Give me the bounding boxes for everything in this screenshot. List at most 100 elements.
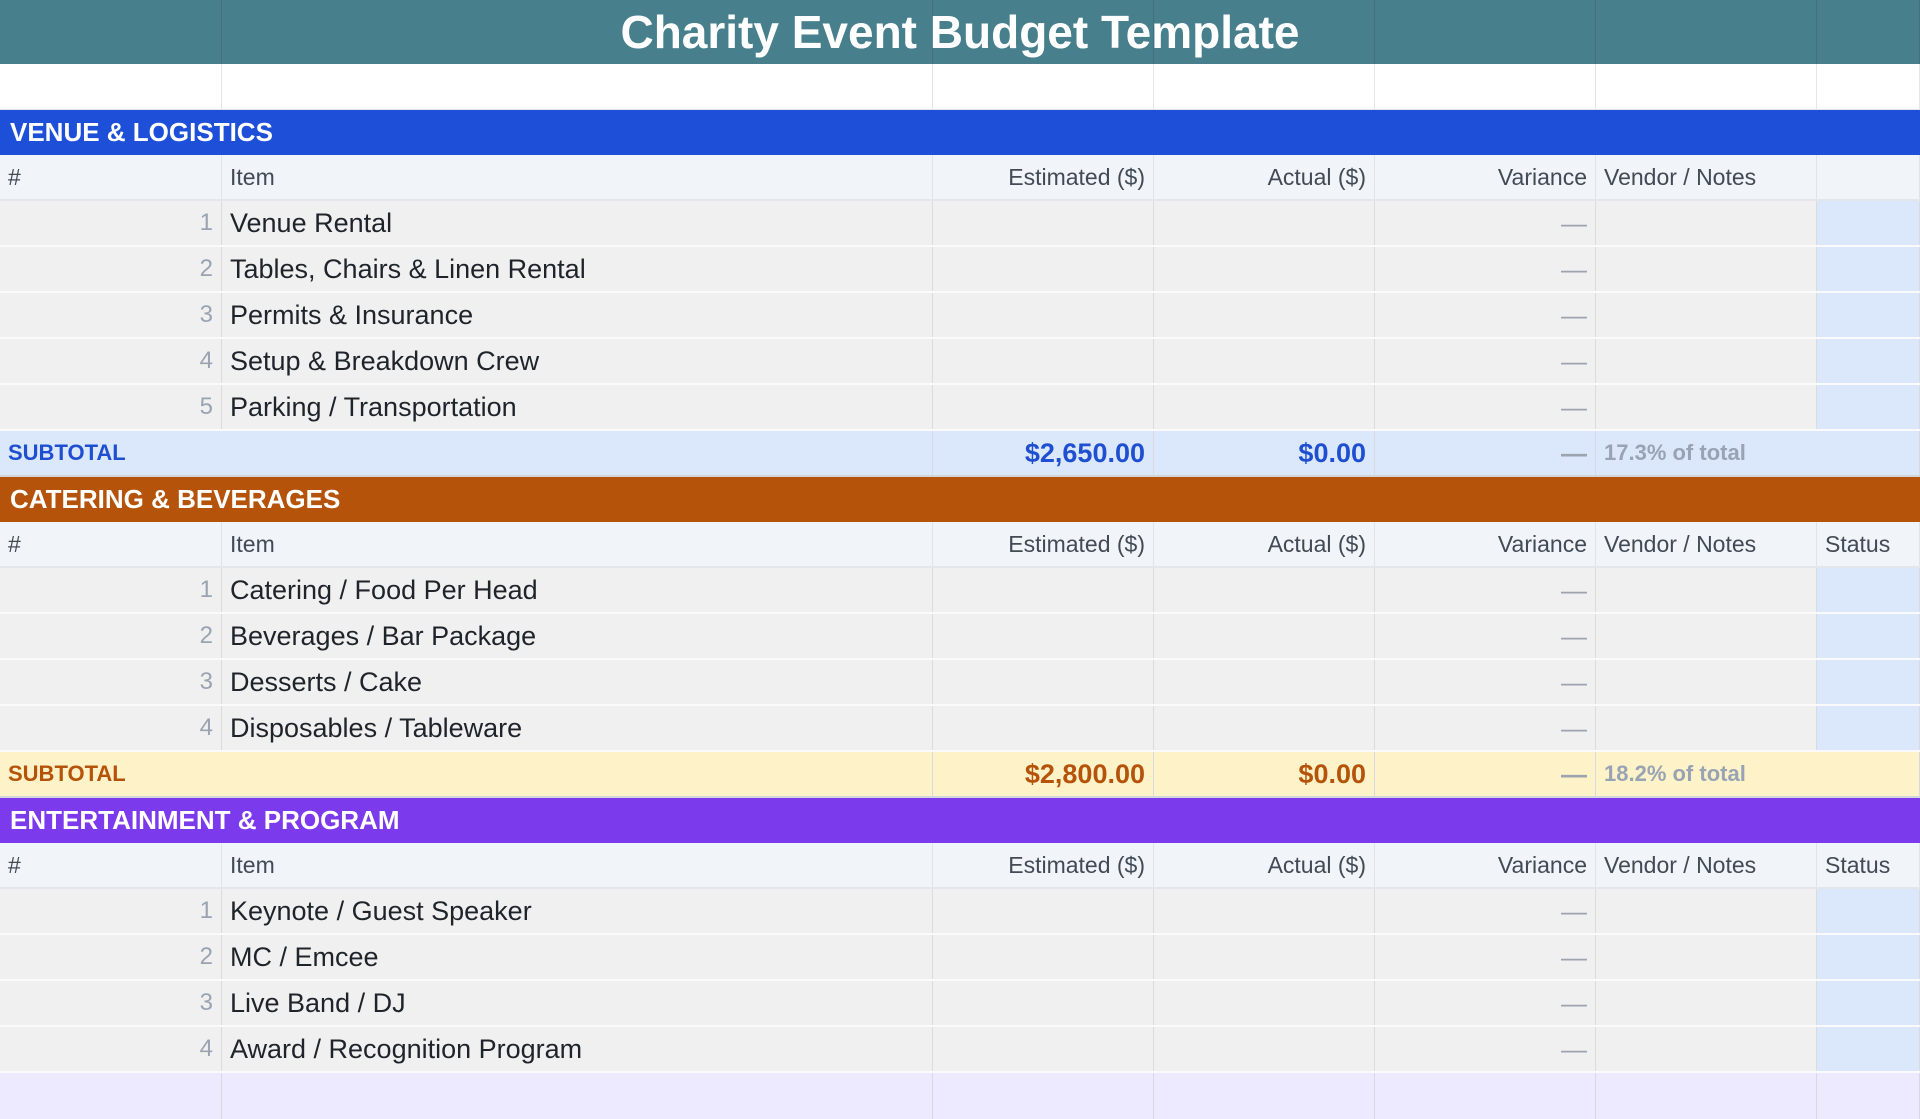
actual-cell[interactable] [1154, 889, 1375, 933]
column-header-actual[interactable]: Actual ($) [1154, 155, 1375, 199]
column-header-actual[interactable]: Actual ($) [1154, 843, 1375, 887]
column-header-notes[interactable]: Vendor / Notes [1596, 522, 1817, 566]
status-cell[interactable] [1817, 889, 1920, 933]
cell[interactable] [1817, 64, 1920, 109]
subtotal-percent[interactable]: 18.2% of total [1604, 761, 1746, 786]
column-header-item[interactable]: Item [222, 155, 933, 199]
column-header-num[interactable]: # [0, 843, 222, 887]
column-header-actual[interactable]: Actual ($) [1154, 522, 1375, 566]
status-cell[interactable] [1817, 385, 1920, 429]
notes-cell[interactable] [1596, 293, 1817, 337]
actual-cell[interactable] [1154, 660, 1375, 704]
item-name-cell[interactable]: Permits & Insurance [222, 293, 933, 337]
cell[interactable] [1154, 64, 1375, 109]
estimated-cell[interactable] [933, 660, 1154, 704]
variance-cell[interactable]: — [1375, 981, 1596, 1025]
cell[interactable] [1596, 64, 1817, 109]
row-number[interactable]: 2 [0, 247, 222, 291]
estimated-cell[interactable] [933, 935, 1154, 979]
variance-cell[interactable]: — [1375, 339, 1596, 383]
notes-cell[interactable] [1596, 247, 1817, 291]
column-header-item[interactable]: Item [222, 522, 933, 566]
cell[interactable] [0, 0, 222, 64]
item-name-cell[interactable]: Live Band / DJ [222, 981, 933, 1025]
notes-cell[interactable] [1596, 385, 1817, 429]
subtotal-label[interactable]: SUBTOTAL [8, 440, 126, 465]
column-header-status[interactable]: Status [1817, 843, 1920, 887]
item-name-cell[interactable]: Catering / Food Per Head [222, 568, 933, 612]
estimated-cell[interactable] [933, 385, 1154, 429]
subtotal-percent[interactable]: 17.3% of total [1604, 440, 1746, 465]
notes-cell[interactable] [1596, 935, 1817, 979]
variance-cell[interactable]: — [1375, 614, 1596, 658]
column-header-variance[interactable]: Variance [1375, 843, 1596, 887]
actual-cell[interactable] [1154, 981, 1375, 1025]
status-cell[interactable] [1817, 935, 1920, 979]
column-header-estimated[interactable]: Estimated ($) [933, 522, 1154, 566]
cell[interactable] [1154, 0, 1375, 64]
actual-cell[interactable] [1154, 935, 1375, 979]
estimated-cell[interactable] [933, 614, 1154, 658]
item-name-cell[interactable]: Award / Recognition Program [222, 1027, 933, 1071]
item-name-cell[interactable]: Beverages / Bar Package [222, 614, 933, 658]
notes-cell[interactable] [1596, 614, 1817, 658]
estimated-cell[interactable] [933, 339, 1154, 383]
column-header-status[interactable]: Status [1817, 522, 1920, 566]
section-header[interactable]: VENUE & LOGISTICS [0, 110, 1920, 155]
cell[interactable] [0, 64, 222, 109]
column-header-estimated[interactable]: Estimated ($) [933, 843, 1154, 887]
variance-cell[interactable]: — [1375, 201, 1596, 245]
column-header-num[interactable]: # [0, 522, 222, 566]
cell[interactable] [1375, 64, 1596, 109]
subtotal-status[interactable] [1817, 752, 1920, 796]
variance-cell[interactable]: — [1375, 706, 1596, 750]
cell[interactable] [1375, 0, 1596, 64]
estimated-cell[interactable] [933, 1027, 1154, 1071]
column-header-variance[interactable]: Variance [1375, 522, 1596, 566]
subtotal-variance[interactable]: — [1375, 431, 1596, 475]
column-header-status[interactable] [1817, 155, 1920, 199]
variance-cell[interactable]: — [1375, 247, 1596, 291]
actual-cell[interactable] [1154, 614, 1375, 658]
estimated-cell[interactable] [933, 889, 1154, 933]
row-number[interactable]: 4 [0, 706, 222, 750]
status-cell[interactable] [1817, 247, 1920, 291]
status-cell[interactable] [1817, 706, 1920, 750]
item-name-cell[interactable]: Keynote / Guest Speaker [222, 889, 933, 933]
actual-cell[interactable] [1154, 568, 1375, 612]
status-cell[interactable] [1817, 201, 1920, 245]
row-number[interactable]: 3 [0, 293, 222, 337]
item-name-cell[interactable]: Setup & Breakdown Crew [222, 339, 933, 383]
item-name-cell[interactable]: Desserts / Cake [222, 660, 933, 704]
subtotal-estimated[interactable]: $2,800.00 [933, 752, 1154, 796]
column-header-notes[interactable]: Vendor / Notes [1596, 155, 1817, 199]
item-name-cell[interactable]: Parking / Transportation [222, 385, 933, 429]
item-name-cell[interactable]: Disposables / Tableware [222, 706, 933, 750]
actual-cell[interactable] [1154, 247, 1375, 291]
estimated-cell[interactable] [933, 568, 1154, 612]
column-header-item[interactable]: Item [222, 843, 933, 887]
row-number[interactable]: 1 [0, 889, 222, 933]
status-cell[interactable] [1817, 293, 1920, 337]
status-cell[interactable] [1817, 660, 1920, 704]
notes-cell[interactable] [1596, 706, 1817, 750]
row-number[interactable]: 3 [0, 981, 222, 1025]
cell[interactable] [933, 0, 1154, 64]
notes-cell[interactable] [1596, 889, 1817, 933]
row-number[interactable]: 5 [0, 385, 222, 429]
subtotal-variance[interactable]: — [1375, 752, 1596, 796]
cell[interactable] [1596, 0, 1817, 64]
row-number[interactable]: 2 [0, 935, 222, 979]
variance-cell[interactable]: — [1375, 935, 1596, 979]
row-number[interactable]: 1 [0, 201, 222, 245]
variance-cell[interactable]: — [1375, 568, 1596, 612]
item-name-cell[interactable]: MC / Emcee [222, 935, 933, 979]
actual-cell[interactable] [1154, 385, 1375, 429]
actual-cell[interactable] [1154, 339, 1375, 383]
estimated-cell[interactable] [933, 293, 1154, 337]
actual-cell[interactable] [1154, 706, 1375, 750]
estimated-cell[interactable] [933, 706, 1154, 750]
status-cell[interactable] [1817, 981, 1920, 1025]
notes-cell[interactable] [1596, 981, 1817, 1025]
subtotal-status[interactable] [1817, 431, 1920, 475]
